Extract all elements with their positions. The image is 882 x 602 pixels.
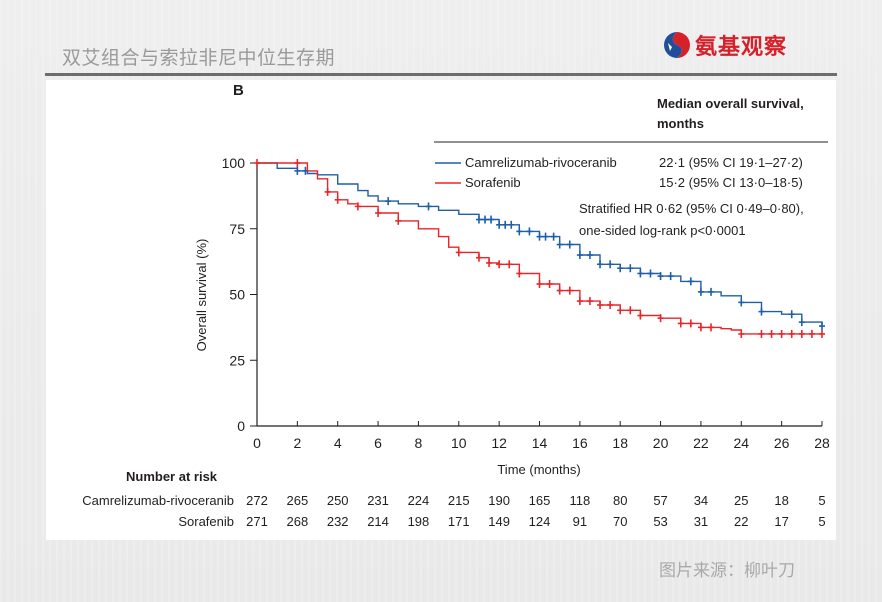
swirl-logo-icon xyxy=(664,32,690,58)
risk-count-cell: 271 xyxy=(246,514,268,529)
risk-count-cell: 53 xyxy=(653,514,668,529)
logrank-annotation: one-sided log-rank p<0·0001 xyxy=(579,223,746,238)
risk-row-label: Camrelizumab-rivoceranib xyxy=(82,493,234,508)
risk-count-cell: 232 xyxy=(326,514,349,529)
x-tick-label: 8 xyxy=(415,435,423,451)
x-tick-label: 2 xyxy=(293,435,301,451)
panel-label: B xyxy=(233,82,244,99)
figure-panel xyxy=(46,80,836,540)
risk-count-cell: 265 xyxy=(286,493,309,508)
legend-label-camrelizumab: Camrelizumab-rivoceranib xyxy=(465,155,617,170)
y-tick-label: 100 xyxy=(222,155,246,171)
risk-count-cell: 272 xyxy=(246,493,268,508)
risk-count-cell: 124 xyxy=(528,514,551,529)
x-tick-label: 14 xyxy=(532,435,548,451)
title-divider xyxy=(45,73,837,76)
risk-count-cell: 118 xyxy=(569,493,591,508)
x-tick-label: 6 xyxy=(374,435,382,451)
y-axis-title: Overall survival (%) xyxy=(194,239,209,352)
legend-header-line-1: Median overall survival, xyxy=(657,96,804,111)
image-source-credit: 图片来源：柳叶刀 xyxy=(659,561,795,581)
y-tick-label: 0 xyxy=(237,418,245,434)
risk-count-cell: 190 xyxy=(488,493,510,508)
risk-count-cell: 17 xyxy=(774,514,789,529)
risk-count-cell: 215 xyxy=(447,493,470,508)
x-tick-label: 16 xyxy=(572,435,588,451)
risk-count-cell: 34 xyxy=(693,493,709,508)
brand-logo: 氨基观察 xyxy=(663,29,787,61)
brand-name: 氨基观察 xyxy=(695,35,788,60)
x-axis-title: Time (months) xyxy=(497,462,580,477)
number-at-risk-title: Number at risk xyxy=(126,469,218,484)
risk-count-cell: 80 xyxy=(612,493,628,508)
risk-count-cell: 268 xyxy=(286,514,309,529)
risk-count-cell: 25 xyxy=(734,493,749,508)
x-tick-label: 0 xyxy=(253,435,261,451)
risk-count-cell: 231 xyxy=(367,493,389,508)
risk-count-cell: 171 xyxy=(447,514,470,529)
y-tick-label: 25 xyxy=(229,352,245,368)
risk-count-cell: 198 xyxy=(407,514,430,529)
risk-count-cell: 31 xyxy=(693,514,709,529)
slide-title: 双艾组合与索拉非尼中位生存期 xyxy=(62,47,336,69)
risk-count-cell: 91 xyxy=(572,514,588,529)
risk-count-cell: 5 xyxy=(818,514,826,529)
risk-count-cell: 224 xyxy=(407,493,430,508)
risk-count-cell: 214 xyxy=(367,514,389,529)
x-tick-label: 10 xyxy=(451,435,467,451)
legend-median-sorafenib: 15·2 (95% CI 13·0–18·5) xyxy=(659,175,803,190)
x-tick-label: 28 xyxy=(814,435,830,451)
y-tick-label: 75 xyxy=(229,221,245,237)
legend-median-camrelizumab: 22·1 (95% CI 19·1–27·2) xyxy=(659,155,803,170)
risk-count-cell: 250 xyxy=(326,493,349,508)
x-tick-label: 18 xyxy=(612,435,628,451)
risk-count-cell: 22 xyxy=(734,514,749,529)
legend-header-line-2: months xyxy=(657,116,704,131)
x-tick-label: 12 xyxy=(491,435,507,451)
risk-count-cell: 5 xyxy=(818,493,826,508)
legend-label-sorafenib: Sorafenib xyxy=(465,175,521,190)
risk-count-cell: 18 xyxy=(774,493,789,508)
x-tick-label: 20 xyxy=(653,435,669,451)
hazard-ratio-annotation: Stratified HR 0·62 (95% CI 0·49–0·80), xyxy=(579,201,804,216)
risk-count-cell: 70 xyxy=(612,514,628,529)
x-tick-label: 26 xyxy=(774,435,790,451)
x-tick-label: 24 xyxy=(733,435,749,451)
risk-count-cell: 149 xyxy=(488,514,510,529)
x-tick-label: 22 xyxy=(693,435,709,451)
x-tick-label: 4 xyxy=(334,435,342,451)
y-tick-label: 50 xyxy=(229,287,245,303)
risk-count-cell: 165 xyxy=(528,493,551,508)
risk-row-label: Sorafenib xyxy=(178,514,234,529)
risk-count-cell: 57 xyxy=(653,493,668,508)
